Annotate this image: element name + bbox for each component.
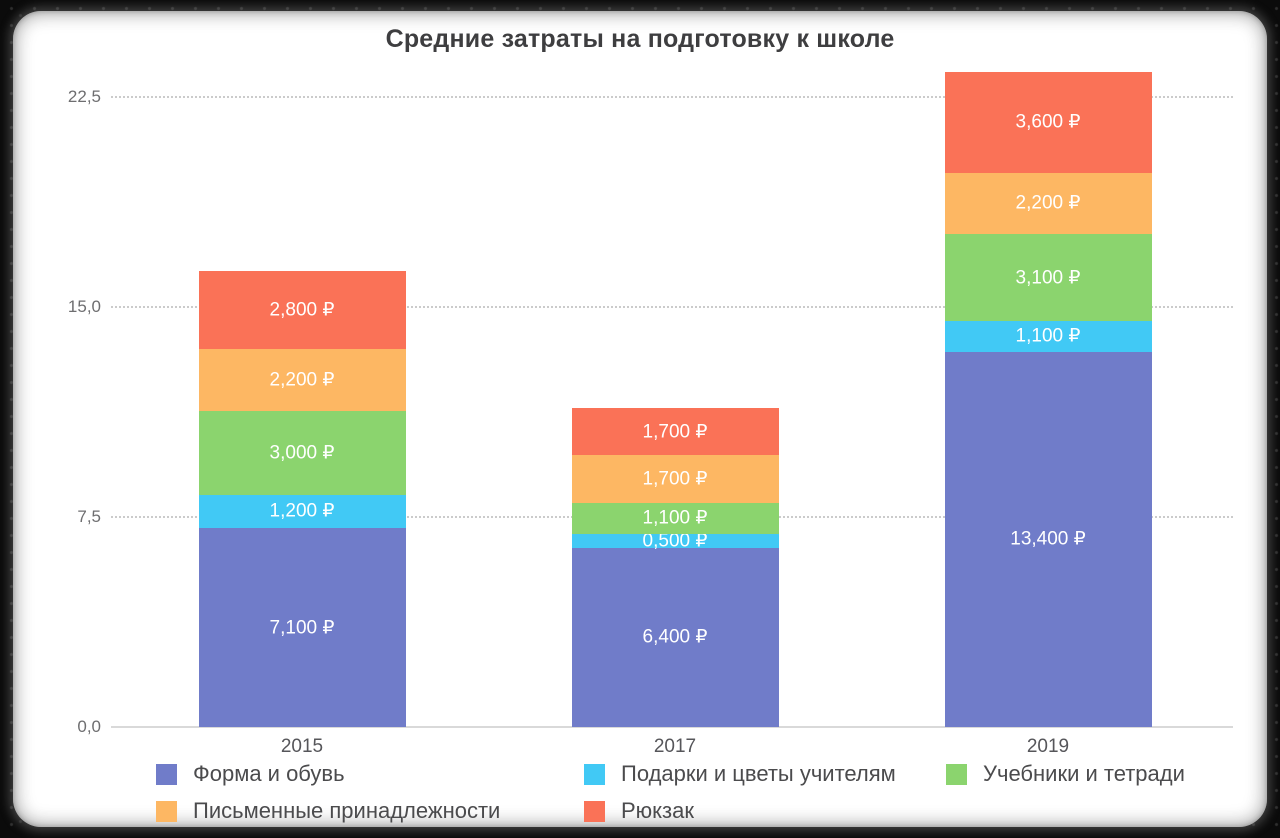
segment-value-label: 3,000 ₽ [269,442,335,464]
bar-2019-segment-1: 1,100 ₽ [944,321,1152,352]
bar-2017-segment-2: 1,100 ₽ [571,503,779,534]
chart-card: Средние затраты на подготовку к школе 0,… [13,11,1267,827]
legend-label: Форма и обувь [193,761,345,786]
y-tick-label: 22,5 [67,87,101,106]
legend-label: Подарки и цветы учителям [621,761,896,786]
segment-value-label: 3,100 ₽ [1015,267,1081,289]
segment-value-label: 3,600 ₽ [1015,111,1081,133]
x-axis-line [111,726,1233,728]
x-category-label-2019: 2019 [1026,736,1070,757]
bar-2019-segment-2: 3,100 ₽ [944,234,1152,321]
bar-2019-segment-4: 3,600 ₽ [944,71,1152,173]
y-tick-label: 0,0 [77,717,101,736]
legend-item-3: Письменные принадлежности [156,798,584,824]
legend-item-0: Форма и обувь [156,761,584,787]
x-category-label-2017: 2017 [653,736,697,757]
segment-value-label: 1,200 ₽ [269,500,335,522]
legend-swatch-icon [946,763,967,785]
segment-value-label: 1,100 ₽ [642,507,708,529]
bar-2019-segment-3: 2,200 ₽ [944,172,1152,235]
bar-2017-segment-4: 1,700 ₽ [571,407,779,456]
bar-2017-segment-1: 0,500 ₽ [571,530,779,551]
bar-2015-segment-2: 3,000 ₽ [198,410,406,495]
bar-2015-segment-4: 2,800 ₽ [198,270,406,349]
bar-2015-segment-1: 1,200 ₽ [198,494,406,529]
chart-title: Средние затраты на подготовку к школе [385,25,895,53]
legend-item-4: Рюкзак [584,798,946,824]
legend: Форма и обувь Подарки и цветы учителям Уче… [156,761,1185,824]
segment-value-label: 0,500 ₽ [642,530,708,552]
legend-label: Учебники и тетради [983,761,1185,786]
segment-value-label: 1,100 ₽ [1015,325,1081,347]
gridline-15,0 [111,306,1233,308]
legend-swatch-icon [584,800,605,822]
legend-swatch-icon [156,763,177,785]
legend-item-1: Подарки и цветы учителям [584,761,946,787]
bar-2015-segment-3: 2,200 ₽ [198,349,406,411]
legend-swatch-icon [584,763,605,785]
bar-2019-segment-0: 13,400 ₽ [944,351,1152,727]
bar-2017-segment-0: 6,400 ₽ [571,547,779,727]
legend-item-2: Учебники и тетради [946,761,1185,787]
segment-value-label: 2,200 ₽ [1015,192,1081,214]
bar-2015-segment-0: 7,100 ₽ [198,528,406,727]
segment-value-label: 13,400 ₽ [1010,528,1086,550]
segment-value-label: 2,800 ₽ [269,299,335,321]
y-tick-label: 7,5 [77,507,101,526]
legend-label: Письменные принадлежности [193,798,501,823]
segment-value-label: 1,700 ₽ [642,421,708,443]
legend-swatch-icon [156,800,177,822]
plot-area: 0,0 7,5 15,0 22,5 7,100 ₽ 1,200 ₽ 3,000 ₽ 2,200… [13,11,1267,827]
y-tick-label: 15,0 [67,297,101,316]
segment-value-label: 2,200 ₽ [269,369,335,391]
segment-value-label: 7,100 ₽ [269,617,335,639]
segment-value-label: 6,400 ₽ [642,626,708,648]
bar-2017-segment-3: 1,700 ₽ [571,455,779,503]
segment-value-label: 1,700 ₽ [642,468,708,490]
x-category-label-2015: 2015 [280,736,324,757]
gridline-22,5 [111,96,1233,98]
legend-label: Рюкзак [621,798,694,823]
